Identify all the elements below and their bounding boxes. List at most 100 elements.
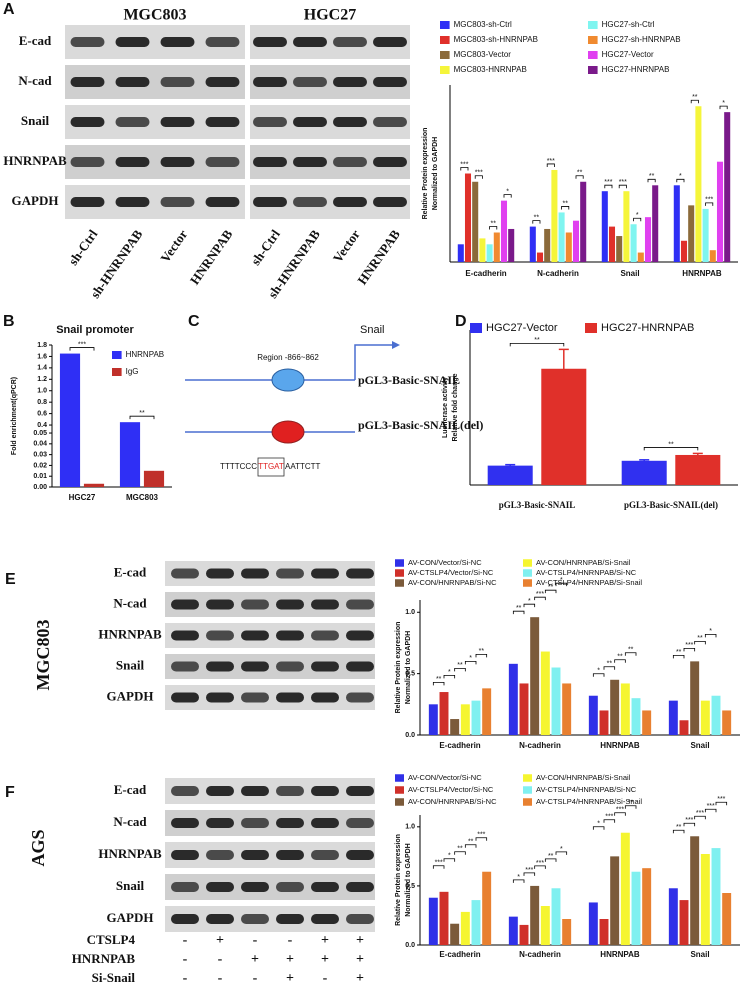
bar bbox=[695, 106, 702, 263]
sig-label: *** bbox=[78, 341, 86, 348]
bar bbox=[487, 465, 533, 485]
sig-label: *** bbox=[685, 642, 693, 649]
sequence-box bbox=[257, 457, 285, 477]
y-tick-label: 1.2 bbox=[37, 376, 47, 383]
sig-label: ** bbox=[617, 654, 623, 661]
sig-bracket bbox=[512, 879, 525, 883]
blot-band bbox=[293, 77, 327, 87]
legend-swatch bbox=[112, 351, 122, 359]
bar bbox=[711, 695, 721, 735]
blot-band bbox=[373, 157, 407, 167]
condition-sign: - bbox=[183, 933, 188, 948]
blot-band bbox=[311, 914, 339, 924]
legend-swatch bbox=[523, 798, 532, 806]
legend-label: AV-CON/HNRNPAB/Si-NC bbox=[408, 797, 497, 806]
bar bbox=[529, 226, 536, 262]
sig-label: * bbox=[560, 577, 563, 584]
region-site bbox=[271, 368, 305, 392]
sig-bracket bbox=[544, 858, 557, 862]
x-tick-label: E-cadherin bbox=[465, 269, 506, 278]
bar bbox=[642, 868, 652, 945]
legend-swatch bbox=[523, 569, 532, 577]
bar bbox=[616, 236, 623, 262]
sig-bracket bbox=[555, 582, 568, 587]
bar bbox=[716, 161, 724, 262]
legend-swatch bbox=[588, 51, 598, 59]
bar bbox=[630, 224, 637, 262]
sig-bracket bbox=[474, 175, 483, 179]
sig-bracket bbox=[432, 865, 445, 869]
sig-bracket bbox=[624, 652, 637, 656]
sig-bracket bbox=[464, 660, 477, 665]
legend-label: MGC803-Vector bbox=[454, 50, 512, 59]
sig-bracket bbox=[432, 681, 445, 686]
legend-label: AV-CON/HNRNPAB/Si-Snail bbox=[536, 773, 631, 782]
bar bbox=[83, 483, 105, 487]
sig-bracket bbox=[719, 105, 728, 110]
bar bbox=[482, 688, 492, 735]
gene-label: Snail bbox=[360, 324, 384, 336]
bar bbox=[700, 700, 710, 735]
legend-swatch bbox=[585, 323, 597, 333]
blot-band bbox=[333, 197, 367, 207]
bar bbox=[439, 891, 449, 945]
bar bbox=[668, 700, 678, 735]
sig-bracket bbox=[454, 667, 466, 672]
sig-bracket bbox=[523, 872, 536, 876]
blot-row-label: N-cad bbox=[113, 814, 147, 829]
sig-label: * bbox=[448, 853, 451, 860]
blot-row-label: Snail bbox=[21, 113, 50, 128]
legend-label: AV-CTSLP4/HNRNPAB/Si-NC bbox=[536, 785, 637, 794]
sig-label: * bbox=[709, 628, 712, 635]
bar bbox=[688, 205, 695, 262]
bar bbox=[588, 902, 598, 945]
sig-bracket bbox=[534, 865, 546, 869]
condition-sign: + bbox=[356, 952, 364, 967]
sig-bracket bbox=[672, 829, 685, 834]
x-tick-label: N-cadherin bbox=[537, 269, 579, 278]
sig-bracket bbox=[523, 603, 536, 608]
bar bbox=[668, 888, 678, 945]
blot-band bbox=[206, 630, 234, 641]
sig-label: ** bbox=[534, 214, 540, 221]
blot-band bbox=[206, 661, 234, 672]
bar bbox=[472, 181, 479, 262]
sig-bracket bbox=[704, 633, 717, 638]
blot-background bbox=[165, 810, 375, 836]
condition-sign: - bbox=[288, 933, 293, 948]
condition-sign: + bbox=[216, 933, 224, 948]
legend-swatch bbox=[523, 774, 532, 782]
sig-bracket bbox=[690, 99, 699, 104]
blot-band bbox=[241, 692, 269, 703]
sig-label: ** bbox=[628, 647, 634, 654]
condition-sign: - bbox=[253, 971, 258, 986]
blot-band bbox=[171, 914, 199, 924]
blot-row-label: E-cad bbox=[114, 782, 147, 797]
y-tick-label: 0.05 bbox=[33, 430, 47, 437]
x-tick-label: pGL3-Basic-SNAIL bbox=[499, 500, 576, 510]
sig-label: *** bbox=[475, 170, 483, 177]
x-tick-label: E-cadherin bbox=[439, 950, 480, 959]
sig-bracket bbox=[460, 167, 469, 171]
legend-label: HNRNPAB bbox=[126, 350, 165, 359]
blot-band bbox=[253, 77, 287, 87]
legend-swatch bbox=[395, 569, 404, 577]
arrow-head bbox=[392, 341, 400, 349]
blot-band bbox=[206, 818, 234, 828]
y-axis-label: Luciferase activity bbox=[442, 377, 449, 438]
condition-sign: + bbox=[251, 952, 259, 967]
y-axis-label: Fold enrichment(qPCR) bbox=[11, 377, 18, 455]
x-tick-label: Snail bbox=[690, 950, 709, 959]
sig-label: * bbox=[597, 668, 600, 675]
sig-label: *** bbox=[696, 810, 704, 817]
construct-label: pGL3-Basic-SNAIL bbox=[358, 373, 460, 387]
x-tick-label: MGC803 bbox=[126, 493, 159, 502]
blot-row-label: E-cad bbox=[19, 33, 52, 48]
sig-bracket bbox=[532, 220, 541, 224]
blot-band bbox=[276, 630, 304, 641]
bar bbox=[722, 893, 732, 945]
sig-label: ** bbox=[697, 635, 703, 642]
bar bbox=[642, 710, 652, 735]
lane-label: HNRNPAB bbox=[187, 227, 236, 288]
sig-bracket bbox=[603, 819, 616, 823]
